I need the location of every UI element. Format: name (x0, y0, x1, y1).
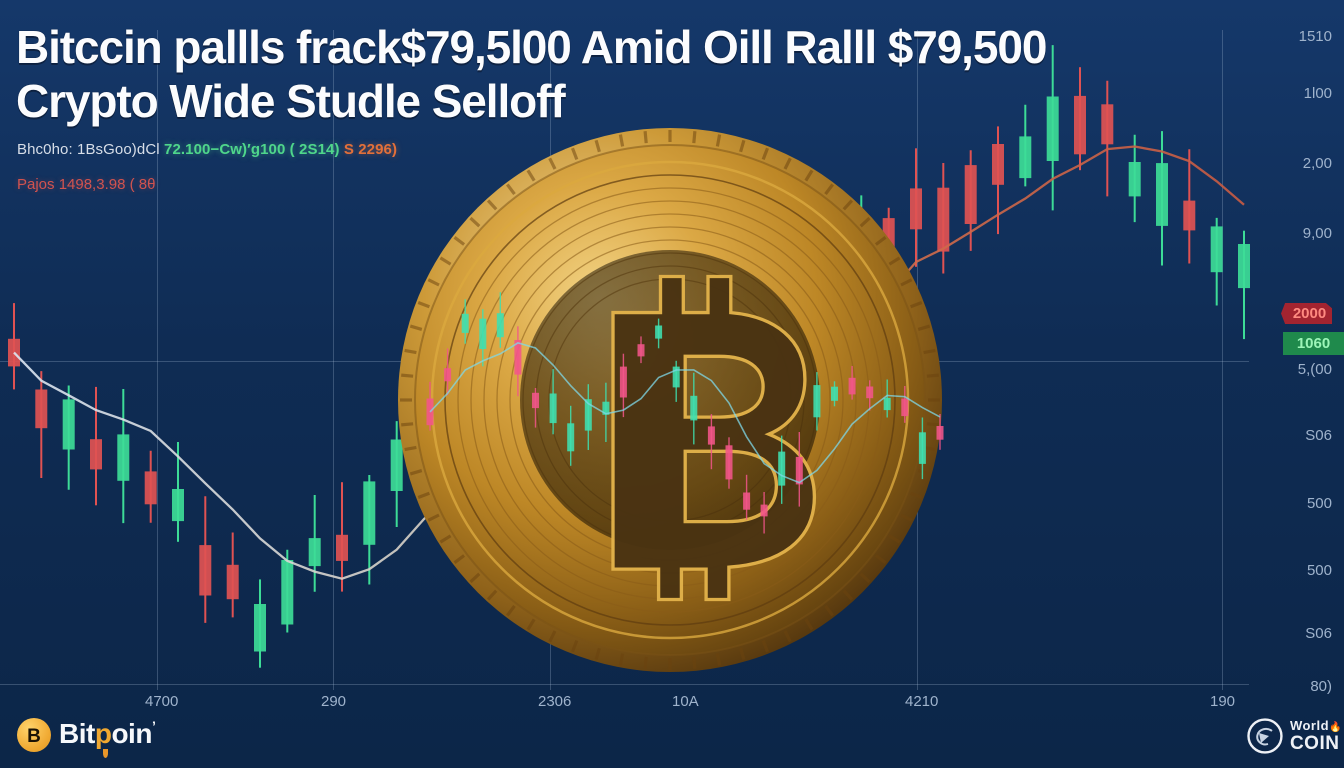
svg-text:B: B (27, 726, 41, 747)
